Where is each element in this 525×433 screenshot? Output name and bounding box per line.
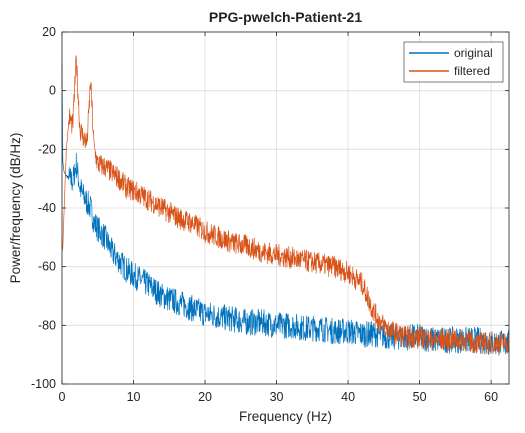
x-tick-labels: 0 10 20 30 40 50 60 <box>59 390 499 404</box>
y-tick-labels: -100 -80 -60 -40 -20 0 20 <box>31 25 56 391</box>
legend: original filtered <box>403 41 504 83</box>
chart-title: PPG-pwelch-Patient-21 <box>209 9 362 25</box>
x-tick-label: 40 <box>341 390 355 404</box>
legend-label-filtered: filtered <box>454 64 490 78</box>
y-tick-label: -100 <box>31 377 56 391</box>
legend-label-original: original <box>454 46 493 60</box>
y-axis-label: Power/frequency (dB/Hz) <box>8 133 23 284</box>
x-tick-label: 20 <box>198 390 212 404</box>
legend-box <box>403 41 504 83</box>
x-tick-label: 50 <box>413 390 427 404</box>
x-tick-label: 30 <box>270 390 284 404</box>
series-layer <box>61 55 510 356</box>
x-tick-label: 0 <box>59 390 66 404</box>
y-tick-label: -40 <box>38 201 56 215</box>
y-tick-label: -60 <box>38 260 56 274</box>
x-tick-label: 10 <box>127 390 141 404</box>
series-line-filtered <box>61 55 510 355</box>
y-tick-label: 0 <box>49 84 56 98</box>
x-tick-label: 60 <box>484 390 498 404</box>
x-axis-label: Frequency (Hz) <box>239 409 332 424</box>
y-tick-label: -80 <box>38 318 56 332</box>
ticks <box>61 31 509 385</box>
y-tick-label: 20 <box>42 25 56 39</box>
y-tick-label: -20 <box>38 142 56 156</box>
